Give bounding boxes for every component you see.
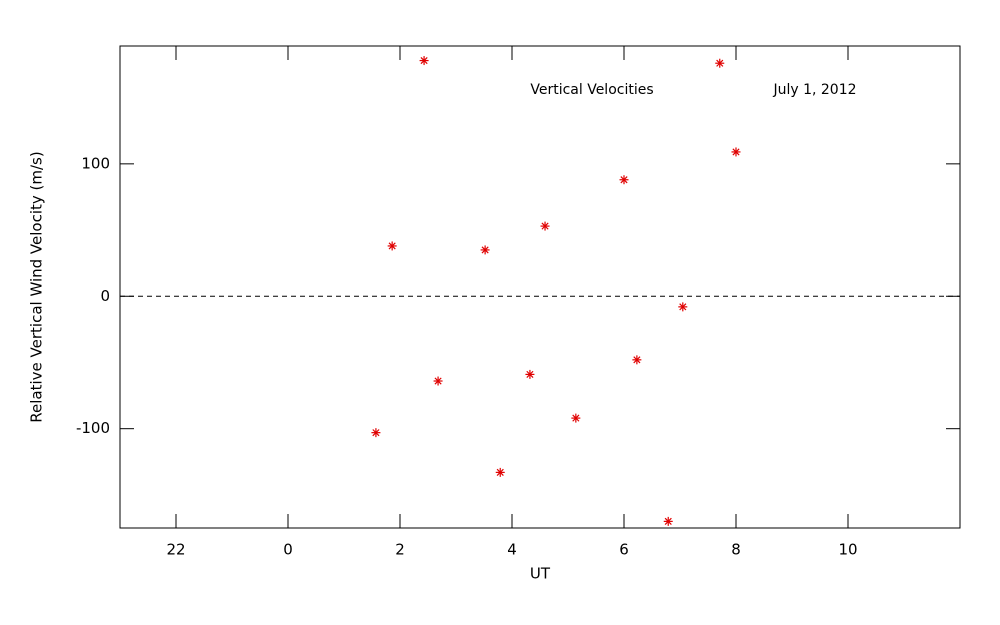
point — [663, 516, 673, 526]
point-stroke — [541, 222, 549, 230]
point-stroke — [679, 303, 687, 311]
point-stroke — [620, 176, 628, 184]
point-stroke — [633, 356, 641, 364]
point — [495, 467, 505, 477]
chart-title: Vertical Velocities — [530, 82, 653, 98]
point — [632, 355, 642, 365]
point — [619, 175, 629, 185]
point — [371, 428, 381, 438]
point-stroke — [572, 414, 580, 422]
chart-subtitle: July 1, 2012 — [772, 82, 856, 98]
y-axis-label: Relative Vertical Wind Velocity (m/s) — [28, 151, 46, 422]
point — [715, 58, 725, 68]
point-stroke — [434, 377, 442, 385]
point — [571, 413, 581, 423]
x-tick-label: 10 — [838, 541, 857, 559]
x-axis-label: UT — [530, 565, 551, 583]
point — [480, 245, 490, 255]
point — [525, 369, 535, 379]
point — [387, 241, 397, 251]
x-tick-label: 8 — [731, 541, 741, 559]
plot-frame — [119, 45, 961, 529]
point-stroke — [526, 370, 534, 378]
x-tick-label: 0 — [283, 541, 293, 559]
point — [731, 147, 741, 157]
point-stroke — [496, 468, 504, 476]
point-stroke — [420, 56, 428, 65]
y-tick-label: 100 — [81, 154, 110, 172]
point — [419, 56, 429, 66]
point — [678, 302, 688, 312]
point-stroke — [716, 59, 724, 67]
y-tick-label: 0 — [100, 287, 110, 305]
point-stroke — [372, 429, 380, 437]
point-stroke — [732, 148, 740, 156]
point-stroke — [481, 246, 489, 254]
y-tick-label: -100 — [76, 419, 110, 437]
point — [433, 376, 443, 386]
point — [540, 221, 550, 231]
point-stroke — [664, 517, 672, 525]
point-stroke — [388, 242, 396, 250]
x-tick-label: 6 — [619, 541, 629, 559]
x-tick-label: 4 — [507, 541, 517, 559]
x-tick-label: 2 — [395, 541, 405, 559]
x-tick-label: 22 — [166, 541, 185, 559]
